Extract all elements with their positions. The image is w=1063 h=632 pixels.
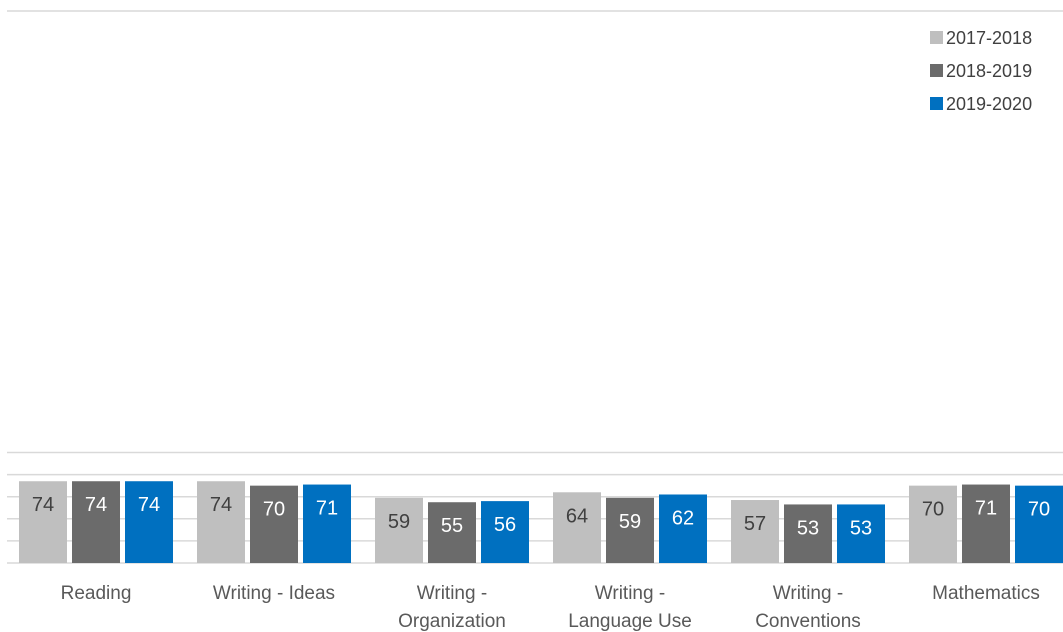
bar-2017-2018 — [197, 481, 245, 563]
category-axis-labels: Reading Writing - Ideas Writing - Organizat… — [61, 583, 1040, 632]
data-label: 53 — [850, 517, 872, 539]
data-label: 59 — [388, 511, 410, 533]
category-label: Writing - Ideas — [213, 583, 335, 604]
legend: 2017-2018 2018-2019 2019-2020 — [930, 28, 1032, 114]
bar-2019-2020 — [837, 504, 885, 563]
bar-2017-2018 — [19, 481, 67, 563]
data-label: 70 — [263, 499, 285, 521]
category-label: Writing - — [417, 583, 487, 604]
category-label: Writing - — [595, 583, 665, 604]
bar-2019-2020 — [303, 484, 351, 563]
bar-2017-2018 — [909, 485, 957, 563]
data-label: 55 — [441, 515, 463, 537]
bar-2018-2019 — [72, 481, 120, 563]
bar-2019-2020 — [481, 501, 529, 563]
data-label: 74 — [210, 494, 232, 516]
bar-2017-2018 — [731, 500, 779, 563]
category-label: Organization — [398, 611, 506, 632]
data-label: 59 — [619, 511, 641, 533]
category-label: Mathematics — [932, 583, 1040, 604]
data-labels: 74 74 74 74 70 71 59 55 56 64 59 62 57 53 53 70 71 70 — [32, 494, 1050, 539]
category-label: Writing - — [773, 583, 843, 604]
category-label: Language Use — [568, 611, 692, 632]
gridlines — [7, 10, 1063, 564]
data-label: 71 — [316, 498, 338, 520]
bar-2018-2019 — [784, 504, 832, 563]
bar-2019-2020 — [125, 481, 173, 563]
data-label: 64 — [566, 505, 588, 527]
legend-swatch — [930, 31, 943, 44]
legend-label: 2017-2018 — [946, 28, 1032, 48]
data-label: 62 — [672, 507, 694, 529]
bar-2018-2019 — [250, 485, 298, 563]
data-label: 74 — [32, 494, 54, 516]
bar-2019-2020 — [1015, 485, 1063, 563]
legend-label: 2018-2019 — [946, 61, 1032, 81]
data-label: 74 — [85, 494, 107, 516]
bar-2018-2019 — [606, 497, 654, 563]
legend-label: 2019-2020 — [946, 94, 1032, 114]
bar-2018-2019 — [962, 484, 1010, 563]
bars — [19, 481, 1063, 563]
data-label: 53 — [797, 517, 819, 539]
bar-2017-2018 — [553, 492, 601, 563]
category-label: Conventions — [755, 611, 861, 632]
data-label: 70 — [922, 499, 944, 521]
bar-2019-2020 — [659, 494, 707, 563]
data-label: 57 — [744, 513, 766, 535]
bar-2018-2019 — [428, 502, 476, 563]
legend-swatch — [930, 64, 943, 77]
bar-2017-2018 — [375, 497, 423, 563]
data-label: 56 — [494, 514, 516, 536]
data-label: 74 — [138, 494, 160, 516]
data-label: 70 — [1028, 499, 1050, 521]
legend-swatch — [930, 97, 943, 110]
category-label: Reading — [61, 583, 132, 604]
data-label: 71 — [975, 498, 997, 520]
